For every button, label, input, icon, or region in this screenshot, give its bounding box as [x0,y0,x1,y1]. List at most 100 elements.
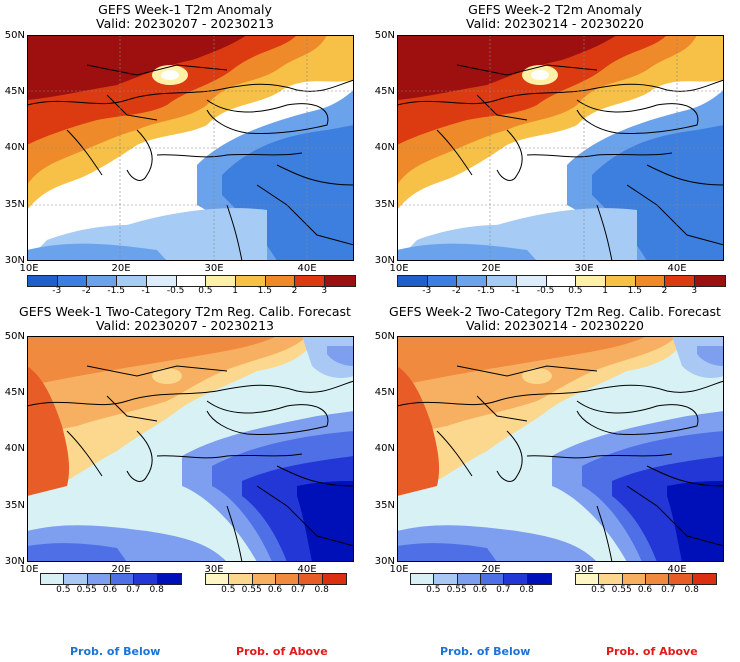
colorbar-tick-label: -2 [451,286,461,296]
panel-valid-dates: Valid: 20230214 - 20230220 [465,16,644,31]
lon-label: 10E [389,564,409,575]
colorbar-swatch [325,276,355,286]
colorbar-swatch [299,574,323,584]
lat-label: 35N [4,500,25,511]
colorbar-swatch [622,574,646,584]
colorbar-swatch [252,574,276,584]
prob-above-colorbar-labels: 0.5 0.55 0.6 0.7 0.8 [370,586,740,596]
colorbar-tick-label: 0.7 [126,585,141,595]
colorbar-tick-label: -0.5 [536,286,555,296]
colorbar-swatch [176,276,207,286]
probability-map [396,336,725,563]
prob-above-colorbar-labels: 0.5 0.55 0.6 0.7 0.8 [0,586,370,596]
colorbar-swatch [87,574,111,584]
colorbar-swatch [398,276,428,286]
lat-label: 40N [4,142,25,153]
lon-label: 30E [204,263,224,274]
colorbar-swatch [87,276,118,286]
lon-label: 10E [19,263,39,274]
colorbar-swatch [236,276,266,286]
colorbar-tick-label: -2 [81,286,91,296]
lon-label: 30E [574,564,594,575]
lat-label: 50N [374,30,395,41]
panel-title: GEFS Week-1 T2m Anomaly [98,2,272,17]
lon-label: 40E [297,564,317,575]
anomaly-colorbar [27,275,356,287]
prob-above-footer: Prob. of Above [236,645,328,658]
panel-week2-probability: GEFS Week-2 Two-Category T2m Reg. Calib.… [370,300,740,662]
colorbar-tick-label: 0.5 [56,585,71,595]
lon-label: 30E [204,564,224,575]
panel-title: GEFS Week-2 Two-Category T2m Reg. Calib.… [389,304,721,319]
prob-below-colorbar [40,573,182,585]
colorbar-swatch [527,574,551,584]
colorbar-tick-label: -0.5 [166,286,185,296]
colorbar-tick-label: 0.5 [568,286,583,296]
colorbar-tick-label: 0.6 [267,585,283,595]
colorbar-swatch [411,574,435,584]
anomaly-map [26,35,355,262]
colorbar-swatch [41,574,65,584]
colorbar-swatch [146,276,177,286]
colorbar-swatch [645,574,670,584]
colorbar-swatch [504,574,528,584]
lon-label: 10E [19,564,39,575]
prob-below-colorbar-labels: 0.5 0.55 0.6 0.7 0.8 [370,586,555,596]
prob-above-footer: Prob. of Above [606,645,698,658]
colorbar-tick-label: 2 [291,286,298,296]
prob-above-colorbar [575,573,717,585]
colorbar-swatch [599,574,623,584]
colorbar-tick-label: 0.5 [198,286,213,296]
colorbar-tick-label: 1.5 [257,286,272,296]
colorbar-swatch [206,574,230,584]
panel-week1-anomaly: GEFS Week-1 T2m Anomaly Valid: 20230207 … [0,0,370,300]
lat-label: 50N [374,331,395,342]
colorbar-swatch [635,276,666,286]
panel-week2-anomaly: GEFS Week-2 T2m Anomaly Valid: 20230214 … [370,0,740,300]
colorbar-swatch [117,276,147,286]
colorbar-tick-label: -1 [511,286,521,296]
colorbar-swatch [546,276,577,286]
colorbar-swatch [434,574,458,584]
colorbar-swatch [692,574,716,584]
lat-label: 40N [374,142,395,153]
colorbar-swatch [322,574,346,584]
lat-label: 50N [4,331,25,342]
colorbar-tick-label: 0.7 [661,585,676,595]
lat-label: 30N [374,255,395,266]
colorbar-swatch [157,574,181,584]
colorbar-tick-label: 1 [602,286,608,296]
colorbar-swatch [669,574,693,584]
anomaly-colorbar-labels: -3 -2 -1.5 -1 -0.5 0.5 1 1.5 2 3 [370,287,740,297]
colorbar-tick-label: 1.5 [627,286,642,296]
prob-below-colorbar [410,573,552,585]
colorbar-tick-label: 0.8 [149,585,164,595]
prob-above-colorbar [205,573,347,585]
colorbar-swatch [457,276,488,286]
colorbar-swatch [206,276,237,286]
colorbar-tick-label: 0.7 [496,585,511,595]
colorbar-swatch [265,276,296,286]
panel-valid-dates: Valid: 20230214 - 20230220 [465,318,644,333]
colorbar-tick-label: 3 [321,286,328,296]
colorbar-swatch [427,276,458,286]
lon-label: 20E [111,263,131,274]
prob-below-colorbar-labels: 0.5 0.55 0.6 0.7 0.8 [0,586,185,596]
lat-label: 35N [374,500,395,511]
colorbar-swatch [64,574,88,584]
lat-label: 35N [4,199,25,210]
colorbar-tick-label: -1.5 [477,286,495,296]
colorbar-swatch [516,276,547,286]
anomaly-map [396,35,725,262]
lon-label: 20E [111,564,131,575]
lat-label: 45N [374,387,395,398]
lon-label: 40E [297,263,317,274]
colorbar-tick-label: 0.8 [684,585,699,595]
lat-label: 35N [374,199,395,210]
colorbar-swatch [487,276,517,286]
lon-label: 10E [389,263,409,274]
colorbar-tick-label: 0.5 [591,585,606,595]
colorbar-swatch [606,276,636,286]
colorbar-tick-label: 0.6 [102,585,118,595]
colorbar-tick-label: 2 [661,286,668,296]
